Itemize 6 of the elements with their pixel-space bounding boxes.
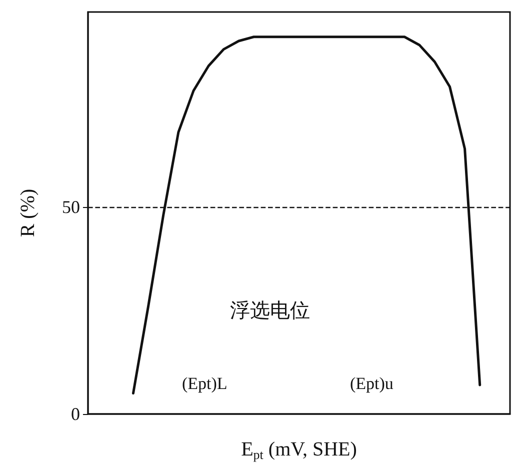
- annotation: 浮选电位: [230, 298, 310, 322]
- y-tick-label: 0: [71, 404, 80, 424]
- y-tick-label: 50: [62, 196, 80, 217]
- y-axis-title: R (%): [17, 188, 39, 238]
- annotation: (Ept)L: [182, 374, 228, 393]
- annotation: (Ept)u: [350, 374, 394, 393]
